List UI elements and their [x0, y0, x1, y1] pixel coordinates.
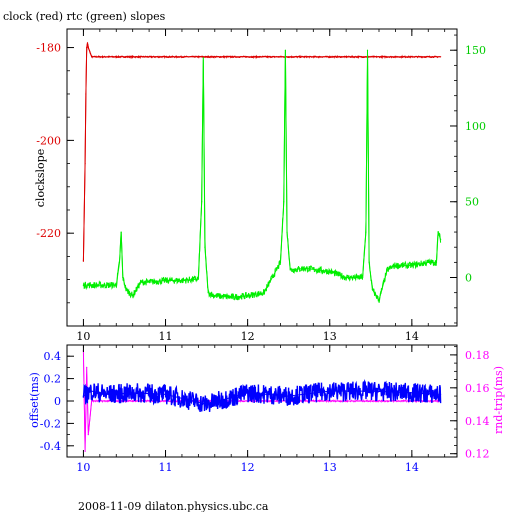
y2-tick-label-2: 100	[465, 120, 486, 133]
y2-tick-label-3: 0.12	[465, 448, 490, 461]
series-trace-offset	[82, 350, 441, 452]
y2-tick-label-0: 0.18	[465, 349, 490, 362]
series-trace-clock	[82, 42, 441, 262]
series-line-offset	[83, 350, 441, 449]
chart-title: clock (red) rtc (green) slopes	[3, 10, 166, 23]
bottom-y-axis-label: offset(ms)	[28, 372, 41, 428]
x-tick-label-4: 14	[405, 330, 419, 343]
y-tick-label-1: 0.2	[44, 373, 62, 386]
x-tick-label-1: 11	[159, 461, 173, 474]
bottom-panel: 10 11 12 13 14 0.4 0.2 0 -0.2 -0.4 0.18 0.16 0.14 0.1…	[28, 344, 505, 474]
series-trace-rtc	[83, 50, 442, 302]
x-tick-label-3: 13	[323, 461, 337, 474]
x-tick-label-0: 10	[76, 461, 90, 474]
y-tick-label-2: 0	[54, 395, 61, 408]
y-tick-label-1: -200	[36, 134, 61, 147]
y-tick-label-0: 0.4	[44, 350, 62, 363]
y2-tick-label-0: 0	[465, 272, 472, 285]
x-tick-label-4: 14	[405, 461, 419, 474]
y2-tick-label-3: 150	[465, 44, 486, 57]
y-tick-label-0: -180	[36, 42, 61, 55]
x-tick-label-3: 13	[323, 330, 337, 343]
series-line-rnd-trip	[82, 379, 442, 413]
footer-caption: 2008-11-09 dilaton.physics.ubc.ca	[78, 500, 269, 512]
top-y-axis-label: clockslope	[34, 149, 47, 207]
series-trace-rnd-trip	[83, 390, 441, 405]
y-tick-label-4: -0.4	[40, 440, 61, 453]
x-tick-label-2: 12	[241, 330, 255, 343]
x-tick-label-1: 11	[159, 330, 173, 343]
y2-tick-label-2: 0.14	[465, 415, 490, 428]
x-tick-label-0: 10	[76, 330, 90, 343]
y2-tick-label-1: 50	[465, 196, 479, 209]
y-tick-label-2: -220	[36, 227, 61, 240]
top-panel: 10 11 12 13 14 -180 -200 -220 0 50 100 150 clockslo…	[34, 28, 486, 343]
top-plot-frame	[66, 28, 458, 327]
series-line-clock	[82, 41, 441, 262]
y2-tick-label-1: 0.16	[465, 382, 490, 395]
series-line-rtc	[82, 50, 442, 303]
x-tick-label-2: 12	[241, 461, 255, 474]
bottom-y2-axis-label: rnd-trip(ms)	[492, 366, 505, 434]
y-tick-label-3: -0.2	[40, 417, 61, 430]
